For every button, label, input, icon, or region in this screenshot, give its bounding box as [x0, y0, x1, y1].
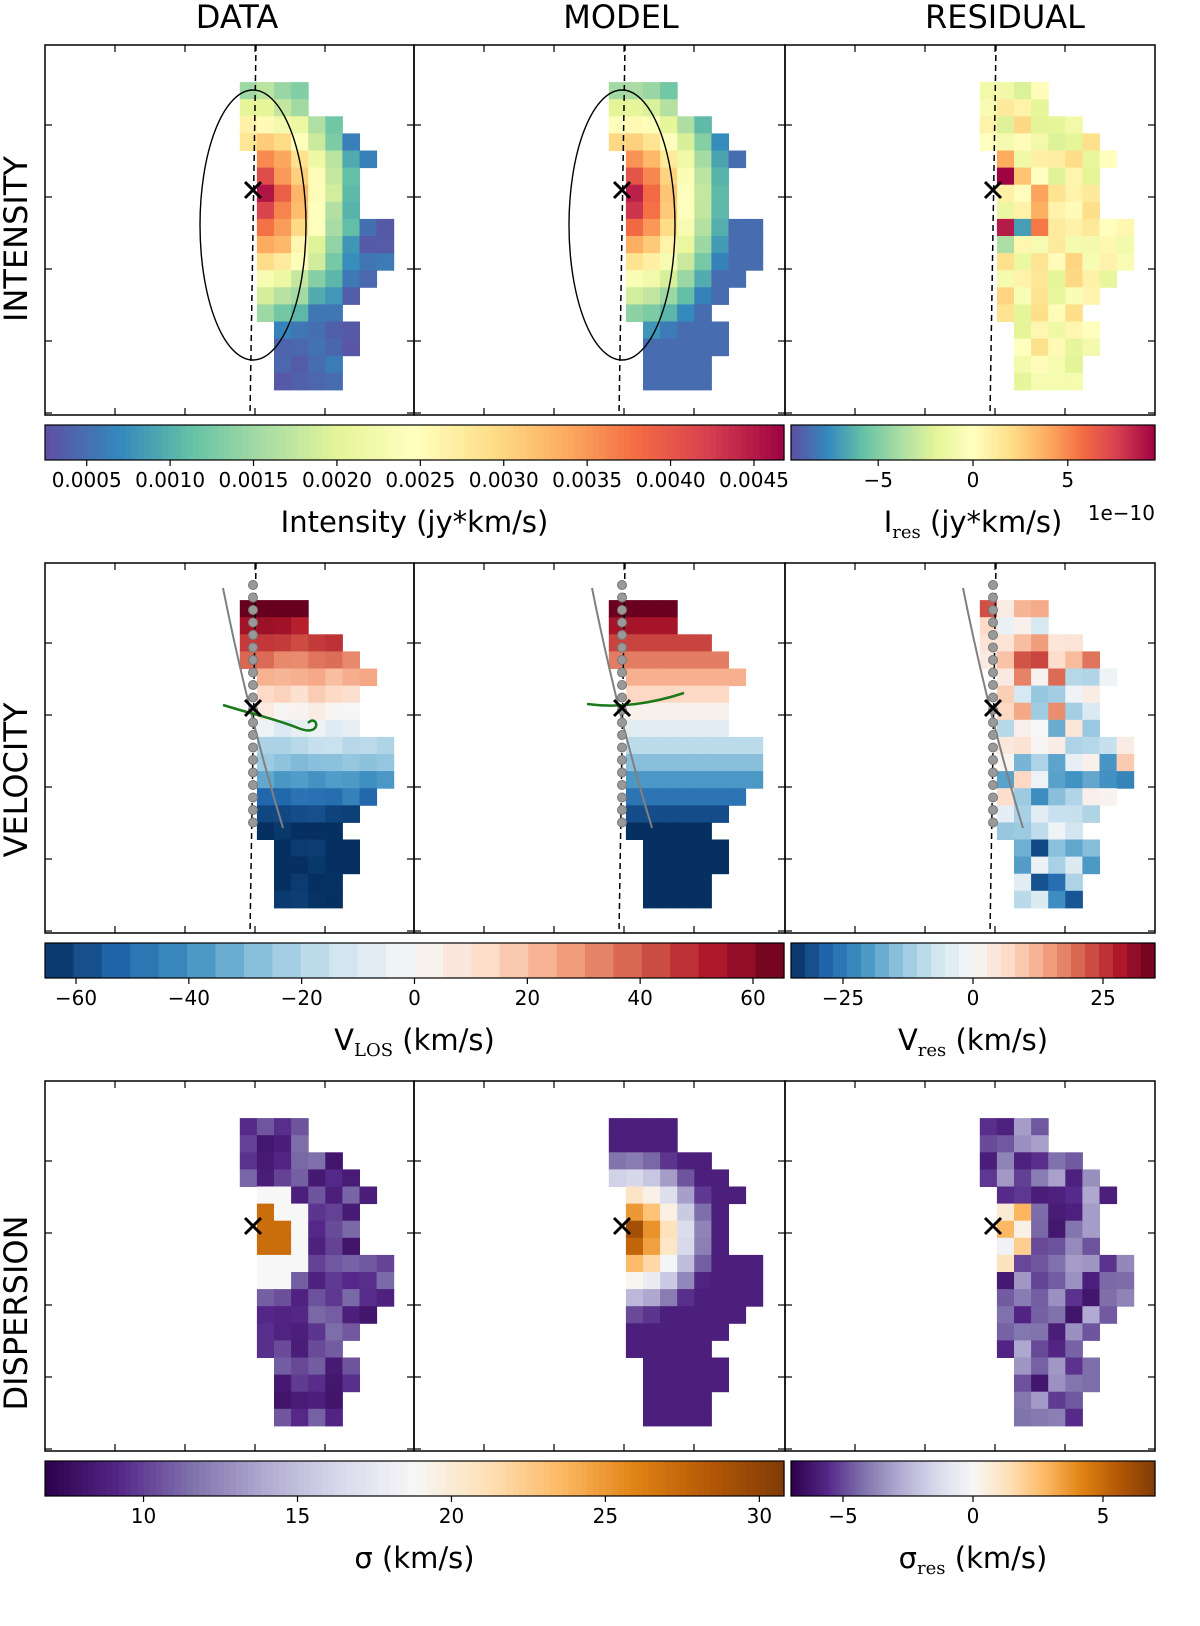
center-cross-marker [612, 1216, 632, 1236]
colorbar-tick-label: 25 [593, 1504, 618, 1528]
colorbar-label: σ (km/s) [354, 1541, 474, 1575]
center-cross-marker [243, 180, 263, 200]
panel-velocity-data [44, 562, 415, 934]
fit-ellipse [199, 89, 307, 361]
panel-dispersion-data [44, 1080, 415, 1452]
green-curve [222, 703, 318, 732]
center-cross-marker [983, 1216, 1003, 1236]
map-panels [44, 44, 1156, 1452]
center-cross-marker [983, 180, 1003, 200]
colorbar-label: Intensity (jy*km/s) [281, 505, 549, 539]
colorbar-tick-label: 5 [1061, 468, 1074, 492]
center-cross-marker [612, 180, 632, 200]
colorbar-label: Ires (jy*km/s) [884, 505, 1063, 543]
center-cross-marker [243, 698, 263, 718]
colorbar-label: Vres (km/s) [898, 1023, 1048, 1061]
colorbar-tick-label: 20 [439, 1504, 464, 1528]
colorbar-tick-label: 0.0010 [135, 468, 205, 492]
colorbar-tick-label: −5 [828, 1504, 857, 1528]
center-cross-marker [612, 698, 632, 718]
dashed-axis [989, 44, 997, 416]
colorbar-tick-label: 30 [747, 1504, 772, 1528]
colorbar-tick-label: −60 [55, 986, 97, 1010]
axes-frame-velocity-residual [784, 562, 1156, 934]
dashed-axis [618, 44, 626, 416]
panel-intensity-data [44, 44, 415, 416]
column-title-residual: RESIDUAL [925, 0, 1085, 36]
panel-velocity-residual [784, 562, 1156, 934]
colorbar-tick-label: 0.0020 [302, 468, 372, 492]
colorbar-tick-label: 20 [515, 986, 540, 1010]
panel-velocity-model [413, 562, 786, 934]
colorbar-tick-label: −25 [822, 986, 864, 1010]
map-intensity-model [608, 82, 764, 391]
map-dispersion-data [239, 1118, 395, 1427]
colorbar-tick-label: 60 [740, 986, 765, 1010]
axes-frame-dispersion-residual [784, 1080, 1156, 1452]
colorbar-tick-label: 0.0015 [219, 468, 289, 492]
colorbar-tick-label: 15 [285, 1504, 310, 1528]
panel-intensity-model [413, 44, 786, 416]
colorbar-tick-label: 25 [1090, 986, 1115, 1010]
colorbar-tick-label: −40 [168, 986, 210, 1010]
colorbar-intensity_res: −5 0 5 Ires (jy*km/s) 1e−10 [790, 424, 1156, 543]
colorbar-tick-label: 10 [131, 1504, 156, 1528]
fit-ellipse [568, 89, 676, 361]
panel-intensity-residual [784, 44, 1156, 416]
colorbar-tick-label: −5 [863, 468, 892, 492]
colorbar-tick-label: 40 [627, 986, 652, 1010]
colorbar-offset: 1e−10 [1088, 501, 1155, 525]
map-dispersion-model [608, 1118, 764, 1427]
panel-dispersion-model [413, 1080, 786, 1452]
colorbar-tick-label: 0.0035 [552, 468, 622, 492]
center-cross-marker [983, 698, 1003, 718]
colorbar-dispersion_res: −5 0 5 σres (km/s) [790, 1460, 1156, 1579]
colorbars: 0.0005 0.0010 0.0015 0.0020 0.0025 0.0030 0.00… [44, 424, 1156, 1579]
colorbar-velocity_res: −25 0 25 Vres (km/s) [790, 942, 1156, 1061]
colorbar-tick-label: 0.0025 [385, 468, 455, 492]
colorbar-tick-label: 0.0040 [636, 468, 706, 492]
axes-frame-intensity-residual [784, 44, 1156, 416]
dashed-axis [249, 44, 257, 416]
colorbar-velocity: −60 −40 −20 0 20 40 60 VLOS (km/s) [44, 942, 785, 1061]
colorbar-label: VLOS (km/s) [334, 1023, 495, 1061]
colorbar-tick-label: 0.0045 [719, 468, 789, 492]
map-velocity-residual [979, 600, 1135, 909]
map-velocity-data [239, 600, 395, 909]
row-title-velocity: VELOCITY [0, 702, 35, 857]
panel-dispersion-residual [784, 1080, 1156, 1452]
colorbar-tick-label: 0.0030 [469, 468, 539, 492]
map-velocity-model [608, 600, 764, 909]
map-intensity-data [239, 82, 395, 391]
center-cross-marker [243, 1216, 263, 1236]
colorbar-tick-label: 0.0005 [52, 468, 122, 492]
colorbar-tick-label: 0 [967, 468, 980, 492]
colorbar-dispersion: 10 15 20 25 30 σ (km/s) [44, 1460, 785, 1575]
colorbar-intensity: 0.0005 0.0010 0.0015 0.0020 0.0025 0.0030 0.00… [44, 424, 789, 539]
row-title-intensity: INTENSITY [0, 156, 35, 322]
green-curve [586, 691, 685, 707]
colorbar-tick-label: 5 [1097, 1504, 1110, 1528]
colorbar-tick-label: 0 [967, 1504, 980, 1528]
colorbar-label: σres (km/s) [899, 1541, 1048, 1579]
colorbar-tick-label: 0 [967, 986, 980, 1010]
column-title-data: DATA [196, 0, 279, 36]
colorbar-tick-label: −20 [281, 986, 323, 1010]
map-intensity-residual [979, 82, 1135, 391]
map-dispersion-residual [979, 1118, 1135, 1427]
column-title-model: MODEL [563, 0, 679, 36]
grey-path [962, 580, 1024, 829]
row-title-dispersion: DISPERSION [0, 1215, 35, 1410]
colorbar-tick-label: 0 [408, 986, 421, 1010]
